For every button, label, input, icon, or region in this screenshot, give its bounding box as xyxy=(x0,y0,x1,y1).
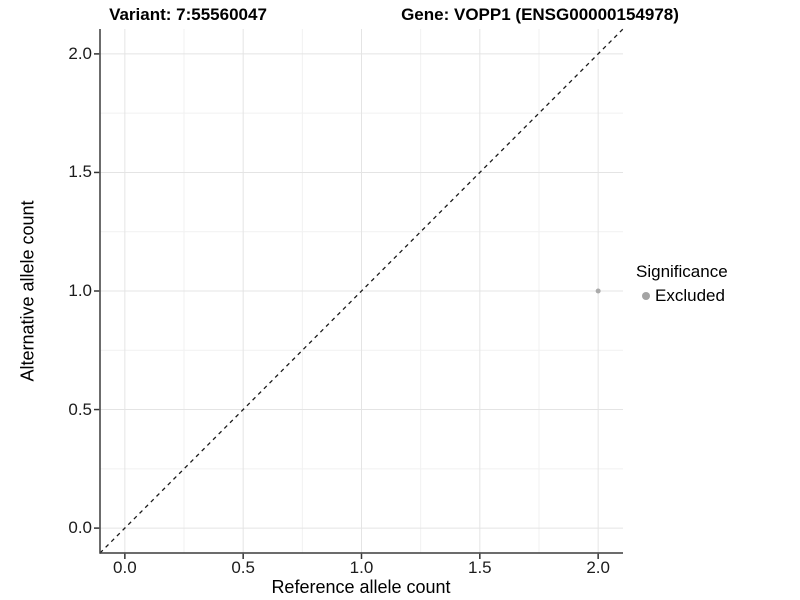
x-tick-label: 0.5 xyxy=(231,558,255,577)
y-axis-title: Alternative allele count xyxy=(17,200,38,382)
legend-title: Significance xyxy=(636,262,728,281)
legend-items: Excluded xyxy=(636,286,728,306)
legend-item: Excluded xyxy=(636,286,728,306)
legend: Significance Excluded xyxy=(636,262,728,306)
x-tick-label: 2.0 xyxy=(586,558,610,577)
y-tick-label: 2.0 xyxy=(68,43,92,63)
variant-title: Variant: 7:55560047 xyxy=(109,5,267,24)
x-tick-label: 1.5 xyxy=(467,558,492,577)
legend-key-dot-icon xyxy=(642,292,650,300)
identity-dashed-line xyxy=(99,28,624,554)
y-tick-label: 0.0 xyxy=(68,518,92,538)
gene-title: Gene: VOPP1 (ENSG00000154978) xyxy=(401,5,679,24)
y-tick-label: 1.0 xyxy=(68,281,92,300)
x-axis-title: Reference allele count xyxy=(271,577,451,597)
data-point xyxy=(595,288,601,294)
x-tick-label: 0.0 xyxy=(113,558,137,577)
legend-item-label: Excluded xyxy=(655,286,725,305)
y-tick-label: 1.5 xyxy=(68,162,92,182)
x-tick-label: 1.0 xyxy=(349,558,374,577)
y-tick-label: 0.5 xyxy=(68,399,92,419)
